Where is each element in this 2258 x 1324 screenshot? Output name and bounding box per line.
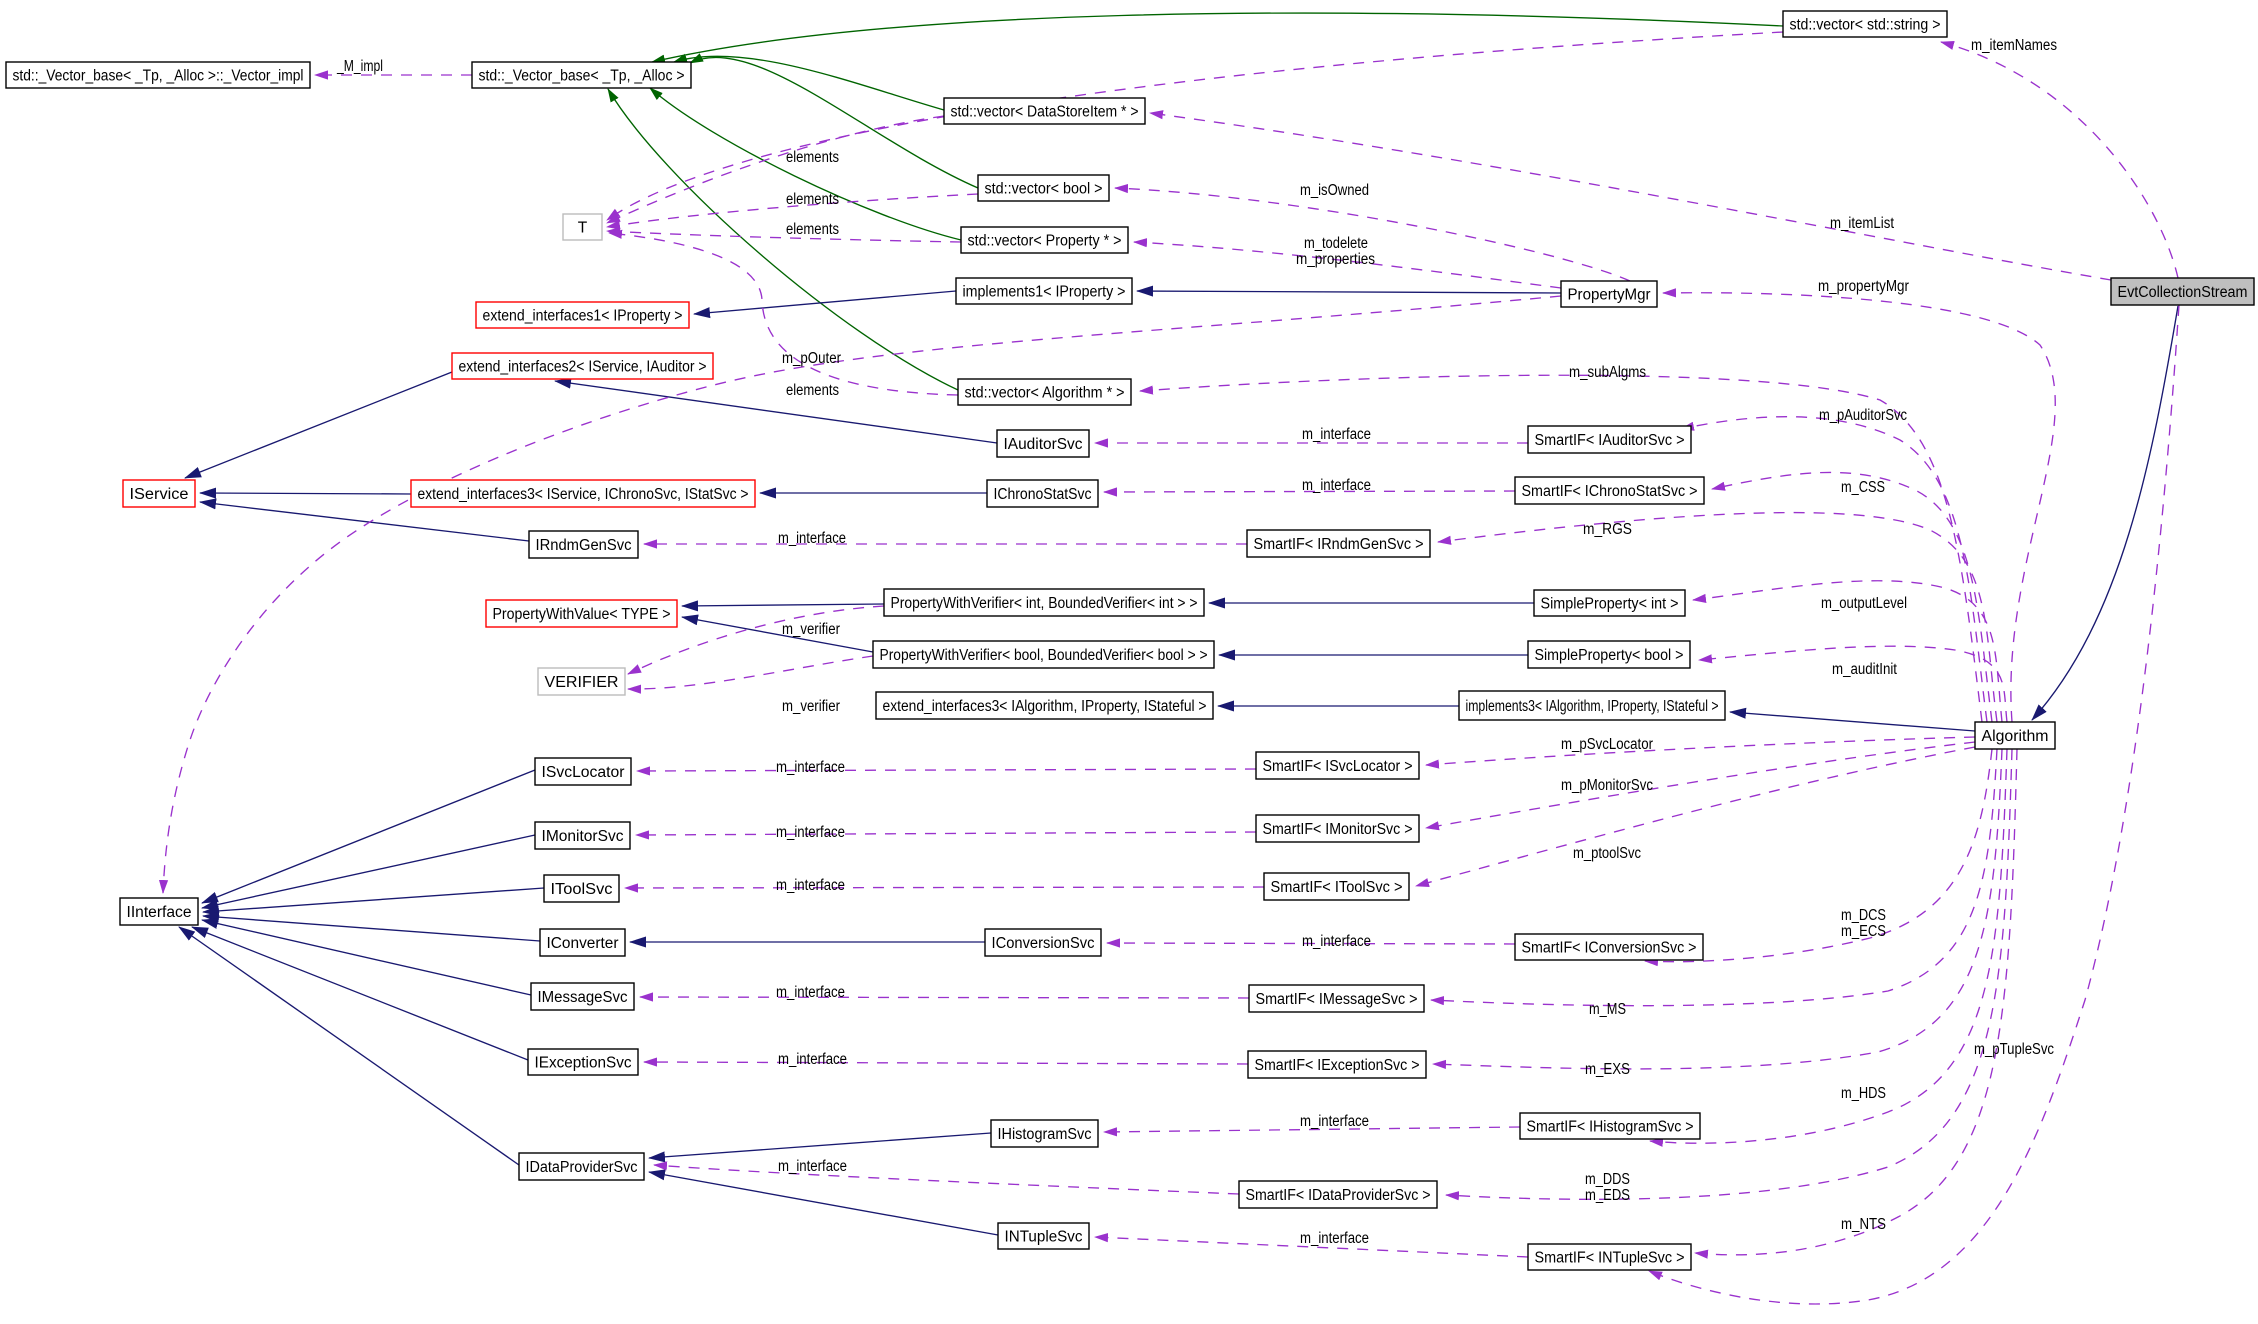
svg-text:PropertyWithVerifier< int, Bou: PropertyWithVerifier< int, BoundedVerifi… [891, 595, 1198, 612]
svg-text:IConversionSvc: IConversionSvc [992, 935, 1095, 952]
svg-text:SmartIF< IDataProviderSvc >: SmartIF< IDataProviderSvc > [1246, 1187, 1431, 1204]
svg-text:m_interface: m_interface [776, 824, 845, 841]
svg-text:T: T [578, 220, 588, 237]
svg-text:m_NTS: m_NTS [1841, 1216, 1886, 1233]
svg-text:m_ECS: m_ECS [1841, 923, 1886, 940]
svg-text:std::vector< Property * >: std::vector< Property * > [968, 233, 1122, 250]
svg-text:m_pSvcLocator: m_pSvcLocator [1561, 736, 1653, 753]
svg-text:m_interface: m_interface [776, 759, 845, 776]
svg-text:IMonitorSvc: IMonitorSvc [542, 828, 624, 845]
svg-text:m_isOwned: m_isOwned [1300, 182, 1369, 199]
svg-text:SmartIF< ISvcLocator >: SmartIF< ISvcLocator > [1263, 758, 1413, 775]
svg-text:IMessageSvc: IMessageSvc [538, 989, 628, 1006]
svg-text:extend_interfaces2< IService,: extend_interfaces2< IService, IAuditor > [459, 359, 707, 376]
svg-text:_M_impl: _M_impl [336, 58, 383, 75]
svg-text:m_interface: m_interface [1302, 477, 1371, 494]
svg-text:ISvcLocator: ISvcLocator [542, 764, 625, 781]
svg-text:m_interface: m_interface [778, 530, 846, 547]
svg-text:m_MS: m_MS [1589, 1001, 1626, 1018]
svg-text:m_CSS: m_CSS [1841, 479, 1885, 496]
svg-text:IRndmGenSvc: IRndmGenSvc [536, 537, 632, 554]
svg-text:std::vector< Algorithm * >: std::vector< Algorithm * > [965, 385, 1125, 402]
svg-text:m_interface: m_interface [1302, 426, 1371, 443]
svg-text:m_propertyMgr: m_propertyMgr [1818, 278, 1909, 295]
svg-text:m_properties: m_properties [1296, 251, 1375, 268]
svg-text:m_itemNames: m_itemNames [1971, 37, 2057, 54]
svg-text:m_verifier: m_verifier [782, 698, 840, 715]
svg-text:m_pMonitorSvc: m_pMonitorSvc [1561, 777, 1653, 794]
svg-text:elements: elements [786, 149, 839, 166]
svg-text:elements: elements [786, 221, 839, 238]
svg-text:std::_Vector_base< _Tp, _Alloc: std::_Vector_base< _Tp, _Alloc > [479, 68, 685, 85]
svg-text:SmartIF< IMessageSvc >: SmartIF< IMessageSvc > [1256, 991, 1418, 1008]
svg-text:m_RGS: m_RGS [1583, 521, 1632, 538]
svg-text:m_HDS: m_HDS [1841, 1085, 1886, 1102]
svg-text:IChronoStatSvc: IChronoStatSvc [994, 486, 1092, 503]
svg-text:extend_interfaces1< IProperty: extend_interfaces1< IProperty > [483, 308, 683, 325]
svg-text:VERIFIER: VERIFIER [545, 674, 619, 691]
svg-text:m_todelete: m_todelete [1304, 235, 1368, 252]
svg-text:SmartIF< INTupleSvc >: SmartIF< INTupleSvc > [1535, 1250, 1685, 1267]
svg-text:std::vector< std::string >: std::vector< std::string > [1790, 17, 1941, 34]
svg-text:elements: elements [786, 382, 839, 399]
svg-text:m_interface: m_interface [776, 877, 845, 894]
svg-text:IService: IService [130, 486, 189, 503]
svg-text:SimpleProperty< bool >: SimpleProperty< bool > [1535, 647, 1684, 664]
svg-text:m_itemList: m_itemList [1830, 215, 1895, 232]
svg-text:m_interface: m_interface [1300, 1230, 1369, 1247]
svg-text:m_subAlgms: m_subAlgms [1569, 364, 1646, 381]
svg-text:m_EXS: m_EXS [1585, 1061, 1630, 1078]
svg-text:std::_Vector_base< _Tp, _Alloc: std::_Vector_base< _Tp, _Alloc >::_Vecto… [13, 68, 304, 85]
svg-text:m_interface: m_interface [778, 1051, 847, 1068]
svg-text:SimpleProperty< int >: SimpleProperty< int > [1541, 596, 1679, 613]
svg-text:m_pAuditorSvc: m_pAuditorSvc [1819, 407, 1907, 424]
svg-text:m_pTupleSvc: m_pTupleSvc [1974, 1041, 2054, 1058]
svg-text:IHistogramSvc: IHistogramSvc [998, 1126, 1092, 1143]
svg-text:extend_interfaces3< IService,: extend_interfaces3< IService, IChronoSvc… [418, 486, 749, 503]
svg-text:IDataProviderSvc: IDataProviderSvc [526, 1159, 638, 1176]
svg-text:m_interface: m_interface [776, 984, 845, 1001]
svg-text:std::vector< DataStoreItem * >: std::vector< DataStoreItem * > [951, 104, 1139, 121]
svg-text:m_interface: m_interface [1300, 1113, 1369, 1130]
svg-text:m_pOuter: m_pOuter [782, 350, 841, 367]
svg-text:implements3< IAlgorithm, IProp: implements3< IAlgorithm, IProperty, ISta… [1466, 698, 1719, 715]
svg-text:SmartIF< IHistogramSvc >: SmartIF< IHistogramSvc > [1527, 1119, 1694, 1136]
svg-text:implements1< IProperty >: implements1< IProperty > [963, 284, 1126, 301]
svg-text:PropertyWithVerifier< bool, Bo: PropertyWithVerifier< bool, BoundedVerif… [880, 647, 1208, 664]
svg-text:m_interface: m_interface [1302, 933, 1371, 950]
svg-text:IAuditorSvc: IAuditorSvc [1004, 436, 1083, 453]
svg-text:m_DDS: m_DDS [1585, 1171, 1630, 1188]
svg-text:PropertyMgr: PropertyMgr [1568, 287, 1651, 304]
svg-text:IExceptionSvc: IExceptionSvc [535, 1055, 632, 1072]
svg-text:SmartIF< IConversionSvc >: SmartIF< IConversionSvc > [1522, 940, 1697, 957]
svg-text:SmartIF< IMonitorSvc >: SmartIF< IMonitorSvc > [1263, 821, 1413, 838]
svg-text:m_ptoolSvc: m_ptoolSvc [1573, 845, 1641, 862]
svg-text:EvtCollectionStream: EvtCollectionStream [2118, 284, 2248, 301]
svg-text:m_auditInit: m_auditInit [1832, 661, 1898, 678]
svg-text:m_verifier: m_verifier [782, 621, 840, 638]
svg-text:SmartIF< IAuditorSvc >: SmartIF< IAuditorSvc > [1535, 432, 1685, 449]
svg-text:SmartIF< IRndmGenSvc >: SmartIF< IRndmGenSvc > [1254, 536, 1424, 553]
svg-text:SmartIF< IChronoStatSvc >: SmartIF< IChronoStatSvc > [1522, 483, 1698, 500]
svg-text:Algorithm: Algorithm [1982, 728, 2049, 745]
svg-text:PropertyWithValue< TYPE >: PropertyWithValue< TYPE > [493, 606, 671, 623]
svg-text:elements: elements [786, 191, 839, 208]
svg-text:m_outputLevel: m_outputLevel [1821, 595, 1907, 612]
svg-text:IInterface: IInterface [127, 904, 192, 921]
svg-text:m_DCS: m_DCS [1841, 907, 1886, 924]
svg-text:IToolSvc: IToolSvc [551, 881, 613, 898]
svg-text:SmartIF< IToolSvc >: SmartIF< IToolSvc > [1271, 879, 1403, 896]
svg-text:IConverter: IConverter [547, 935, 619, 952]
svg-text:m_interface: m_interface [778, 1158, 847, 1175]
svg-text:INTupleSvc: INTupleSvc [1005, 1229, 1083, 1246]
svg-text:std::vector< bool >: std::vector< bool > [985, 181, 1103, 198]
svg-text:extend_interfaces3< IAlgorithm: extend_interfaces3< IAlgorithm, IPropert… [883, 698, 1207, 715]
svg-text:SmartIF< IExceptionSvc >: SmartIF< IExceptionSvc > [1255, 1057, 1420, 1074]
svg-text:m_EDS: m_EDS [1585, 1187, 1630, 1204]
